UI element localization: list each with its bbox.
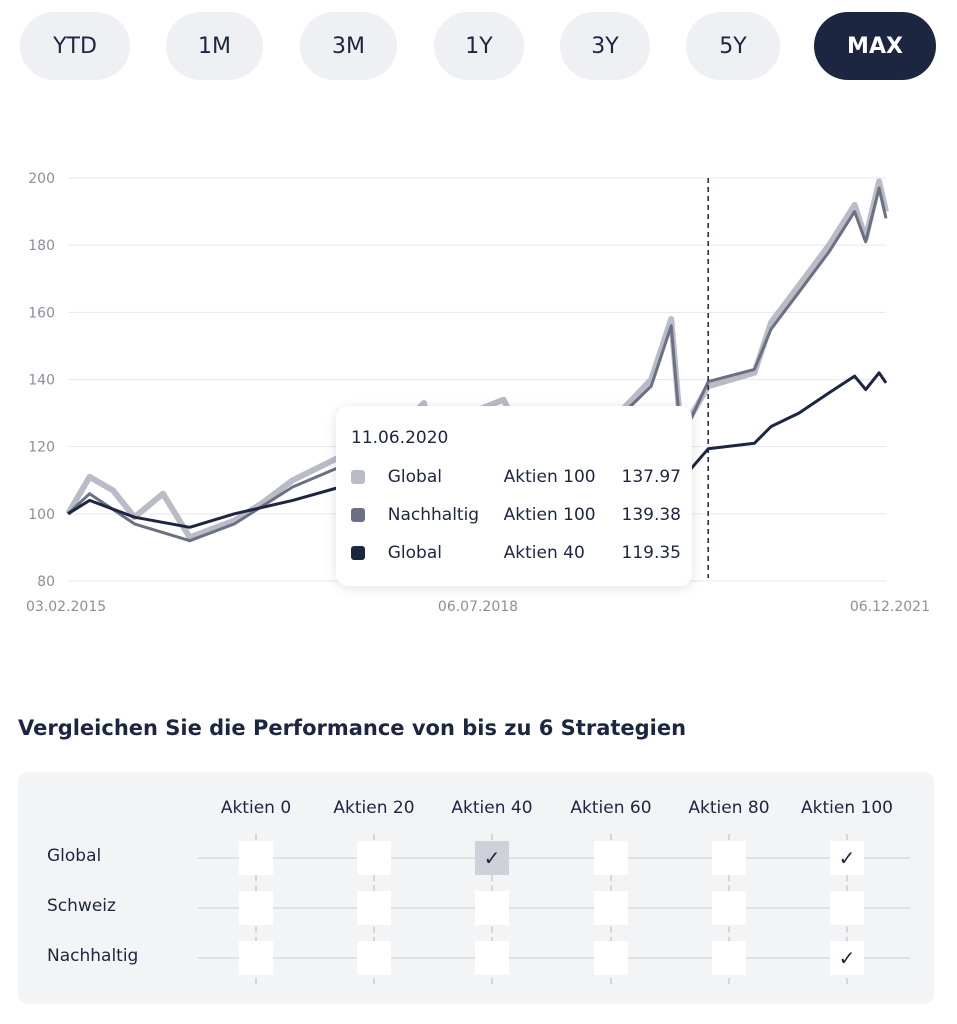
range-max-button[interactable]: MAX: [814, 12, 936, 80]
strategy-compare-grid: Aktien 0 Aktien 20 Aktien 40 Aktien 60 Aktie…: [18, 772, 934, 1004]
tooltip-date: 11.06.2020: [351, 428, 449, 448]
tooltip-value: 137.97: [621, 467, 681, 487]
row-label: Global: [47, 846, 102, 866]
row-line: [198, 907, 910, 909]
y-tick-label: 120: [28, 440, 55, 456]
tooltip-series-name: Nachhaltig: [387, 505, 480, 525]
tooltip-value: 139.38: [621, 505, 681, 525]
strategy-checkbox[interactable]: [712, 841, 746, 875]
check-icon: ✓: [483, 846, 501, 870]
row-line: [198, 957, 910, 959]
y-tick-label: 160: [28, 305, 55, 321]
chart-tooltip: 11.06.2020 Global Aktien 100 137.97 Nachhal…: [336, 406, 692, 586]
strategy-checkbox[interactable]: [475, 891, 509, 925]
y-tick-label: 200: [28, 171, 55, 187]
column-header: Aktien 100: [801, 798, 893, 818]
y-tick-label: 100: [28, 507, 55, 523]
tooltip-row: Global Aktien 100 137.97: [351, 465, 681, 489]
series-swatch: [351, 470, 365, 484]
y-tick-label: 80: [37, 574, 55, 590]
column-header: Aktien 60: [570, 798, 652, 818]
column-header: Aktien 0: [220, 798, 292, 818]
range-3y-button[interactable]: 3Y: [560, 12, 650, 80]
check-icon: ✓: [838, 946, 856, 970]
series-swatch: [351, 546, 365, 560]
strategy-checkbox[interactable]: [594, 891, 628, 925]
strategy-checkbox[interactable]: [594, 841, 628, 875]
y-tick-label: 140: [28, 373, 55, 389]
strategy-checkbox[interactable]: ✓: [830, 941, 864, 975]
y-tick-label: 180: [28, 238, 55, 254]
range-3m-button[interactable]: 3M: [300, 12, 397, 80]
strategy-checkbox[interactable]: [594, 941, 628, 975]
strategy-checkbox[interactable]: [830, 891, 864, 925]
strategy-checkbox[interactable]: [239, 941, 273, 975]
tooltip-strategy: Aktien 40: [503, 543, 585, 563]
tooltip-row: Global Aktien 40 119.35: [351, 541, 681, 565]
strategy-checkbox[interactable]: ✓: [830, 841, 864, 875]
row-line: [198, 857, 910, 859]
tooltip-row: Nachhaltig Aktien 100 139.38: [351, 503, 681, 527]
range-1m-button[interactable]: 1M: [166, 12, 263, 80]
column-header: Aktien 80: [688, 798, 770, 818]
strategy-checkbox[interactable]: ✓: [475, 841, 509, 875]
column-header: Aktien 20: [333, 798, 415, 818]
range-1y-button[interactable]: 1Y: [434, 12, 524, 80]
column-header: Aktien 40: [451, 798, 533, 818]
strategy-checkbox[interactable]: [239, 841, 273, 875]
x-tick-label: 06.07.2018: [438, 599, 518, 615]
strategy-checkbox[interactable]: [712, 891, 746, 925]
strategy-checkbox[interactable]: [357, 841, 391, 875]
range-ytd-button[interactable]: YTD: [20, 12, 130, 80]
strategy-checkbox[interactable]: [357, 941, 391, 975]
x-tick-label: 03.02.2015: [26, 599, 106, 615]
series-swatch: [351, 508, 365, 522]
strategy-checkbox[interactable]: [239, 891, 273, 925]
tooltip-value: 119.35: [621, 543, 681, 563]
tooltip-series-name: Global: [387, 543, 442, 563]
check-icon: ✓: [838, 846, 856, 870]
tooltip-strategy: Aktien 100: [503, 505, 596, 525]
strategy-checkbox[interactable]: [357, 891, 391, 925]
x-tick-label: 06.12.2021: [850, 599, 930, 615]
tooltip-strategy: Aktien 100: [503, 467, 596, 487]
row-label: Schweiz: [47, 896, 116, 916]
strategy-checkbox[interactable]: [475, 941, 509, 975]
row-label: Nachhaltig: [47, 946, 139, 966]
strategy-checkbox[interactable]: [712, 941, 746, 975]
compare-title: Vergleichen Sie die Performance von bis …: [18, 716, 687, 740]
range-5y-button[interactable]: 5Y: [686, 12, 780, 80]
tooltip-series-name: Global: [387, 467, 442, 487]
